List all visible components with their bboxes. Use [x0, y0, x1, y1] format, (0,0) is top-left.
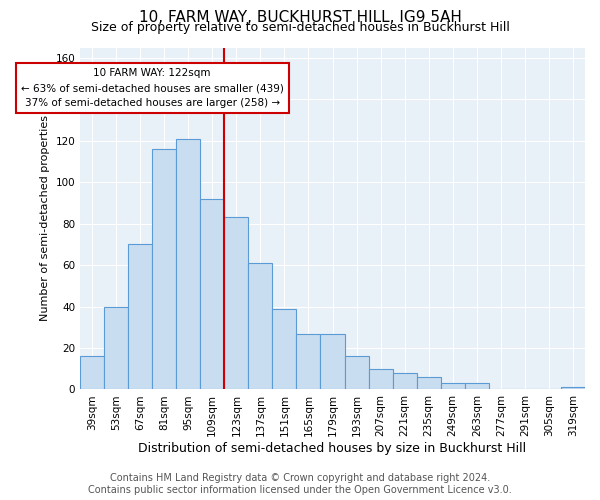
Bar	[224, 218, 248, 390]
Bar	[152, 149, 176, 390]
Bar	[320, 334, 344, 390]
Bar	[80, 356, 104, 390]
Bar	[200, 199, 224, 390]
Text: 10 FARM WAY: 122sqm
← 63% of semi-detached houses are smaller (439)
37% of semi-: 10 FARM WAY: 122sqm ← 63% of semi-detach…	[21, 68, 284, 108]
Text: 10, FARM WAY, BUCKHURST HILL, IG9 5AH: 10, FARM WAY, BUCKHURST HILL, IG9 5AH	[139, 10, 461, 25]
Bar	[368, 368, 392, 390]
Bar	[561, 388, 585, 390]
Bar	[104, 306, 128, 390]
Text: Contains HM Land Registry data © Crown copyright and database right 2024.
Contai: Contains HM Land Registry data © Crown c…	[88, 474, 512, 495]
Bar	[128, 244, 152, 390]
Bar	[344, 356, 368, 390]
Bar	[272, 308, 296, 390]
Bar	[465, 383, 489, 390]
Bar	[296, 334, 320, 390]
Bar	[416, 377, 441, 390]
Bar	[248, 263, 272, 390]
Bar	[176, 138, 200, 390]
Y-axis label: Number of semi-detached properties: Number of semi-detached properties	[40, 116, 50, 322]
Bar	[441, 383, 465, 390]
Bar	[392, 373, 416, 390]
X-axis label: Distribution of semi-detached houses by size in Buckhurst Hill: Distribution of semi-detached houses by …	[139, 442, 527, 455]
Text: Size of property relative to semi-detached houses in Buckhurst Hill: Size of property relative to semi-detach…	[91, 21, 509, 34]
